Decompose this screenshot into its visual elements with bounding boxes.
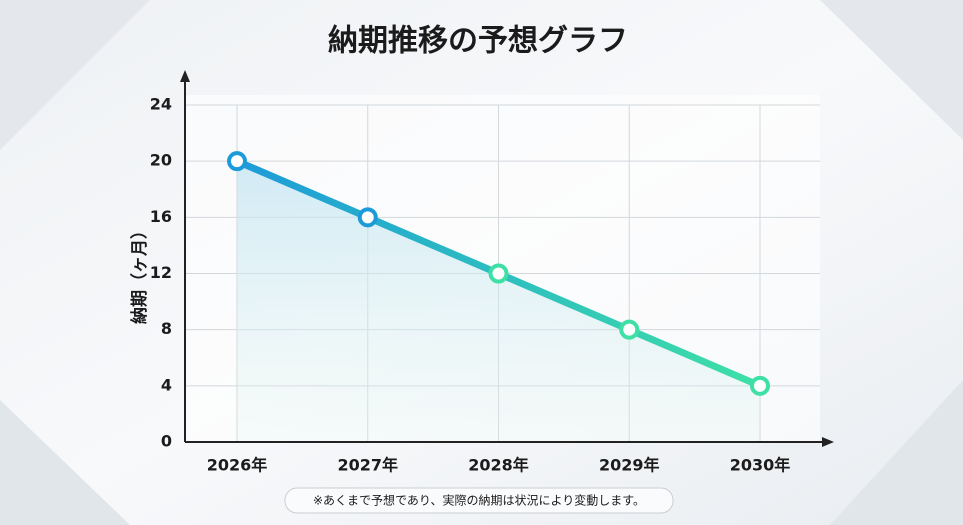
decoration — [830, 380, 963, 525]
y-axis-arrow — [180, 70, 190, 82]
x-tick-label: 2028年 — [468, 456, 529, 475]
point — [619, 319, 640, 340]
y-tick-label: 4 — [161, 375, 172, 394]
point — [750, 375, 770, 396]
y-tick-label: 12 — [150, 263, 172, 282]
y-tick-label: 20 — [150, 151, 172, 170]
x-axis-arrow — [822, 437, 834, 447]
decoration — [820, 0, 963, 140]
x-tick-label: 2030年 — [730, 456, 791, 475]
decoration — [0, 400, 130, 525]
point — [488, 263, 509, 284]
chart-title: 納期推移の予想グラフ — [328, 24, 628, 59]
y-tick-label: 16 — [150, 207, 172, 226]
y-tick-label: 8 — [161, 319, 172, 338]
plot — [227, 151, 770, 442]
x-tick-label: 2026年 — [207, 456, 268, 475]
y-axis-label: 納期（ヶ月） — [129, 222, 150, 324]
y-tick-label: 0 — [161, 432, 172, 451]
area — [237, 161, 760, 442]
point — [227, 151, 247, 172]
decoration — [0, 0, 150, 150]
point — [357, 207, 378, 228]
x-tick-label: 2029年 — [599, 456, 660, 475]
note-box — [284, 487, 674, 514]
y-tick-label: 24 — [150, 95, 172, 114]
x-tick-label: 2027年 — [337, 456, 398, 475]
note: ※あくまで予想であり、実際の納期は状況により変動します。 — [313, 493, 645, 508]
